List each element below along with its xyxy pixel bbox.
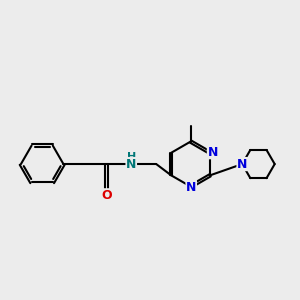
Text: N: N — [207, 146, 218, 159]
Text: N: N — [237, 158, 247, 171]
Text: O: O — [102, 189, 112, 202]
Text: N: N — [126, 158, 136, 171]
Text: N: N — [186, 181, 196, 194]
Text: H: H — [127, 152, 136, 162]
